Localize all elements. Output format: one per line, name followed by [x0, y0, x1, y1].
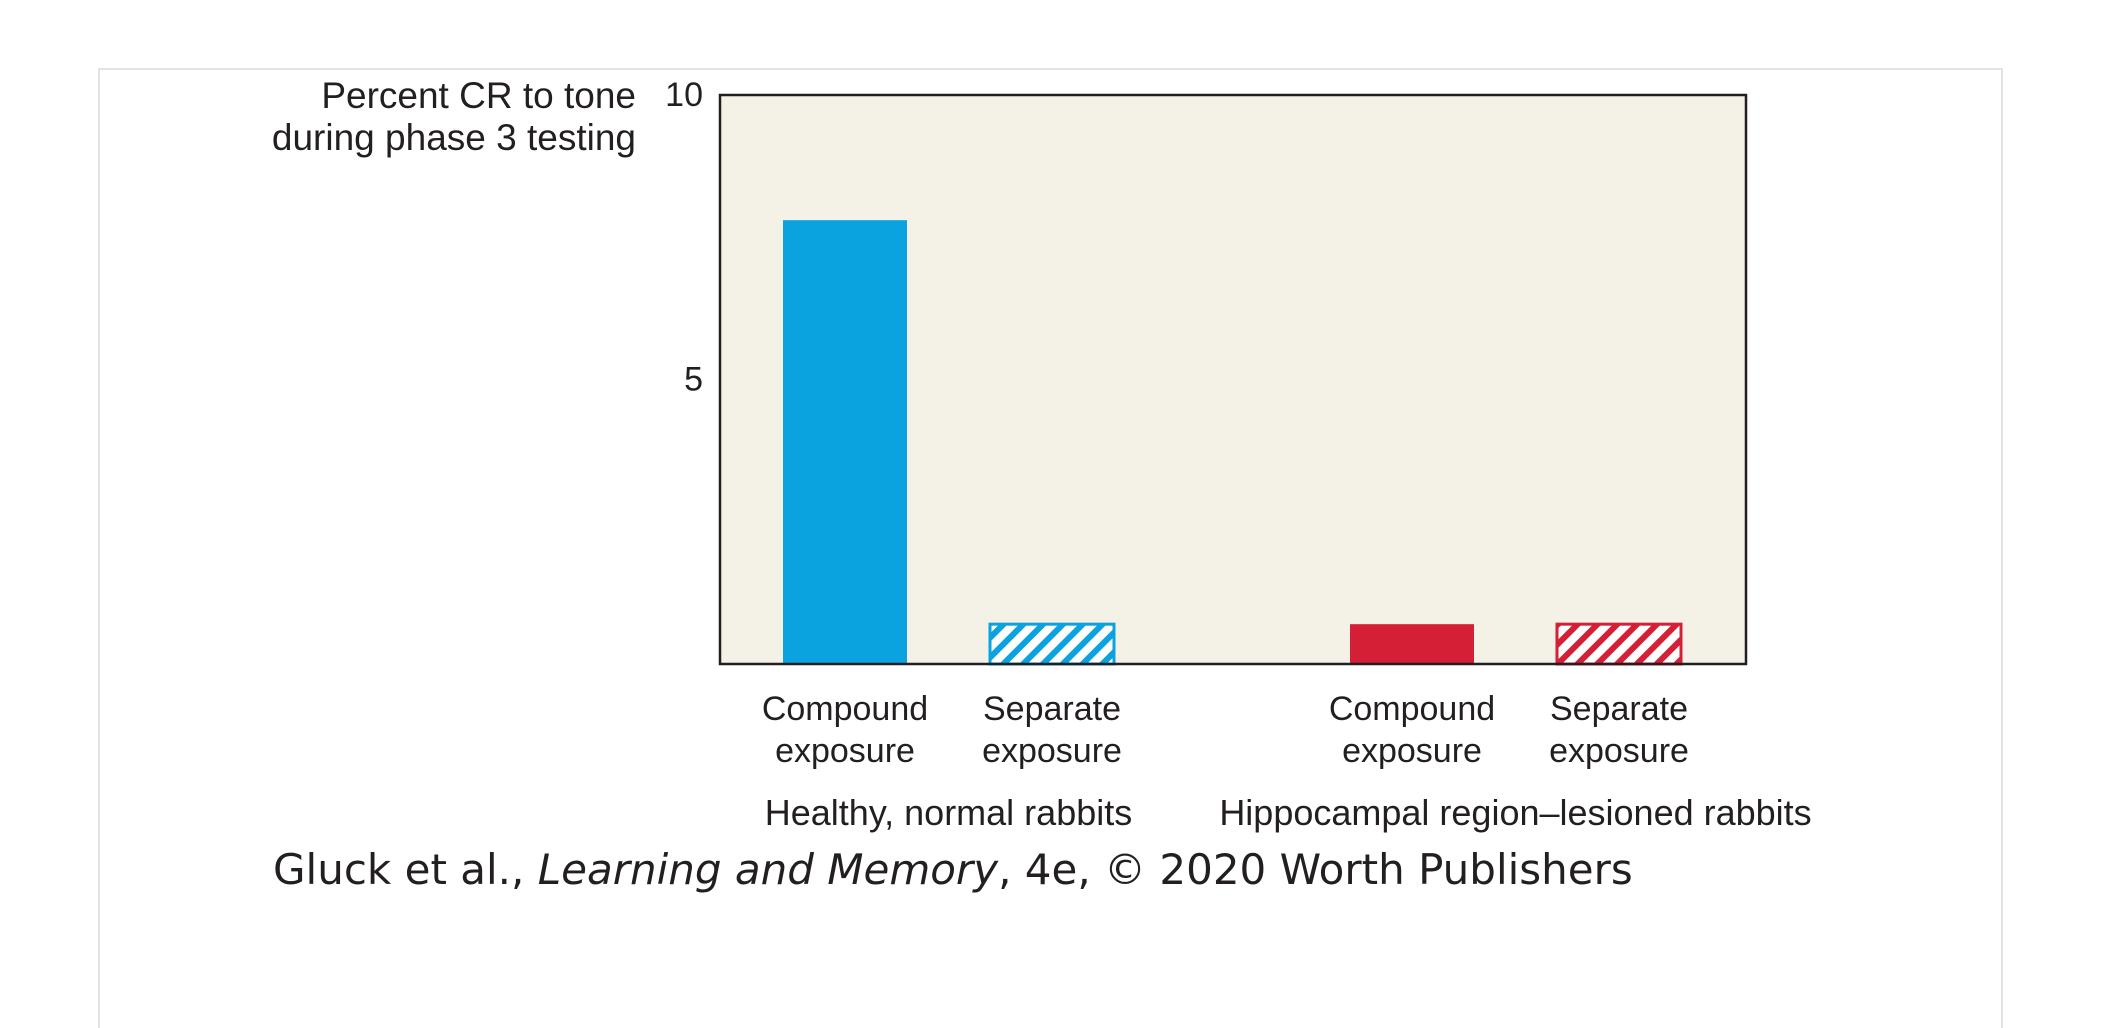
- group-label: Hippocampal region–lesioned rabbits: [1219, 792, 1811, 833]
- category-label-line: exposure: [1342, 732, 1482, 770]
- category-label-line: Compound: [1329, 690, 1495, 728]
- credit-book-title: Learning and Memory: [537, 845, 999, 894]
- category-label-line: Separate: [1550, 690, 1688, 728]
- bar: [1350, 624, 1474, 664]
- y-tick-label: 5: [684, 361, 703, 399]
- category-label-line: exposure: [982, 732, 1122, 770]
- bar: [988, 622, 1116, 666]
- credit-prefix: Gluck et al.,: [273, 845, 538, 894]
- figure-credit: Gluck et al., Learning and Memory, 4e, ©…: [273, 845, 1633, 894]
- y-axis-label-line: Percent CR to tone: [321, 75, 636, 116]
- y-axis-label-line: during phase 3 testing: [272, 117, 636, 158]
- group-label: Healthy, normal rabbits: [765, 792, 1133, 833]
- category-label-line: Compound: [762, 690, 928, 728]
- category-label-line: Separate: [983, 690, 1121, 728]
- y-tick-label: 10: [665, 76, 703, 114]
- bar: [783, 220, 907, 664]
- category-label-line: exposure: [775, 732, 915, 770]
- plot-border: [718, 93, 1748, 666]
- bar: [1555, 622, 1683, 666]
- category-label-line: exposure: [1549, 732, 1689, 770]
- credit-suffix: , 4e, © 2020 Worth Publishers: [998, 845, 1633, 894]
